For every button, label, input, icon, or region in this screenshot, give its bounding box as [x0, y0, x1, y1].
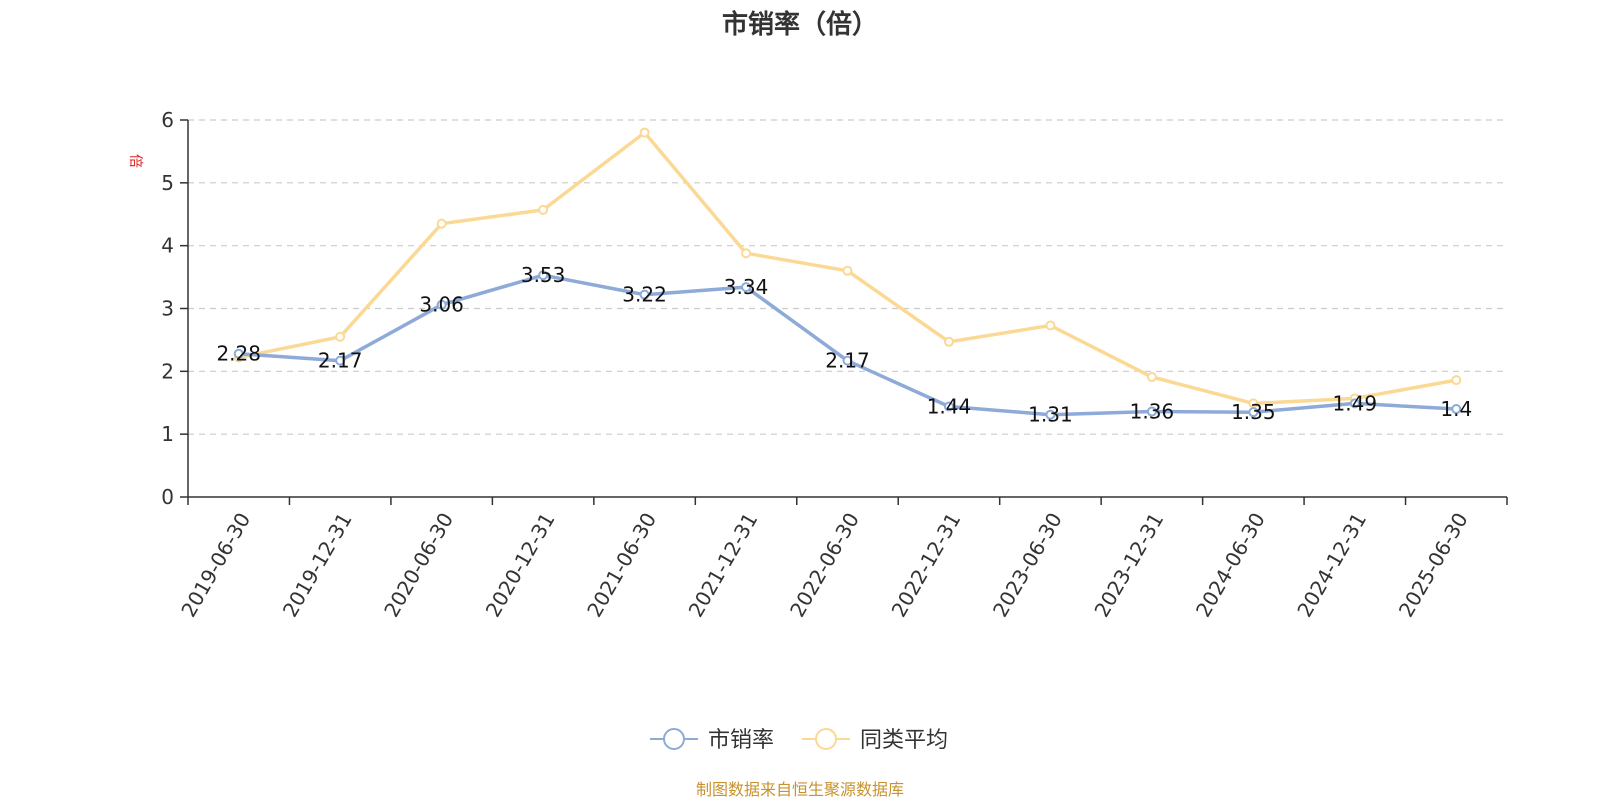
series-points — [233, 127, 1462, 420]
x-tick-label: 2022-06-30 — [785, 509, 864, 622]
legend-item[interactable]: 同类平均 — [802, 728, 948, 753]
legend-label: 同类平均 — [860, 728, 948, 753]
data-point — [1451, 404, 1462, 415]
data-label: 1.44 — [927, 395, 972, 419]
data-point — [335, 331, 346, 342]
data-point — [1349, 398, 1360, 409]
data-point — [1146, 406, 1157, 417]
data-point — [1146, 371, 1157, 382]
x-tick-label: 2023-06-30 — [988, 509, 1067, 622]
x-tick-label: 2020-06-30 — [379, 508, 458, 621]
y-tick-label: 5 — [161, 171, 174, 195]
x-tick-label: 2021-12-31 — [684, 509, 763, 622]
data-point — [639, 289, 650, 300]
data-label: 1.31 — [1028, 403, 1073, 427]
axes — [187, 120, 1507, 498]
y-tick-label: 2 — [161, 359, 174, 383]
data-label: 1.49 — [1333, 391, 1378, 415]
data-point — [842, 265, 853, 276]
x-tick-label: 2019-12-31 — [278, 509, 357, 622]
x-tick-label: 2019-06-30 — [176, 509, 255, 622]
data-point — [1045, 320, 1056, 331]
data-point — [538, 270, 549, 281]
y-tick-label: 3 — [161, 297, 174, 321]
legend-label: 市销率 — [708, 728, 774, 753]
data-label: 1.36 — [1130, 400, 1175, 424]
x-tick-label: 2021-06-30 — [582, 509, 661, 622]
data-point — [741, 248, 752, 259]
data-label: 3.53 — [521, 263, 566, 287]
data-point — [943, 401, 954, 412]
x-tick-label: 2022-12-31 — [887, 509, 966, 622]
y-tick-label: 4 — [161, 234, 174, 258]
y-tick-label: 1 — [161, 422, 174, 446]
data-label: 2.17 — [825, 349, 870, 373]
data-label: 2.17 — [318, 349, 363, 373]
y-axis-unit-label: 倍 — [127, 154, 143, 168]
data-point — [233, 348, 244, 359]
gridlines — [188, 119, 1507, 435]
legend-item[interactable]: 市销率 — [650, 728, 774, 753]
x-tick-label: 2024-06-30 — [1191, 509, 1270, 622]
x-tick-label: 2020-12-31 — [481, 509, 560, 622]
data-point — [842, 355, 853, 366]
data-label: 1.35 — [1231, 400, 1276, 424]
data-point — [1045, 409, 1056, 420]
chart-title: 市销率（倍） — [722, 9, 878, 40]
data-point — [538, 204, 549, 215]
data-label: 3.22 — [622, 283, 667, 307]
x-axis-ticks: 2019-06-30 2019-12-31 2020-06-30 2020-12-31… — [176, 497, 1508, 622]
legend-circle-icon — [815, 728, 837, 750]
x-tick-label: 2024-12-31 — [1292, 509, 1371, 622]
y-axis-ticks: 0 1 2 3 4 5 6 — [161, 108, 188, 509]
source-note: 制图数据来自恒生聚源数据库 — [696, 780, 904, 799]
legend-circle-icon — [663, 728, 685, 750]
data-label: 1.4 — [1440, 397, 1472, 421]
data-point — [436, 299, 447, 310]
legend[interactable]: 市销率 同类平均 — [650, 728, 948, 753]
data-labels: 2.28 2.17 3.06 3.53 3.22 3.34 2.17 1.44 1.31 1.36… — [216, 263, 1472, 426]
data-label: 2.28 — [216, 342, 261, 366]
data-point — [943, 336, 954, 347]
data-label: 3.34 — [724, 275, 769, 299]
y-tick-label: 0 — [161, 485, 174, 509]
y-tick-label: 6 — [161, 108, 174, 132]
data-point — [1248, 407, 1259, 418]
data-point — [1451, 375, 1462, 386]
x-tick-label: 2023-12-31 — [1089, 509, 1168, 622]
data-label: 3.06 — [419, 293, 464, 317]
data-point — [335, 355, 346, 366]
data-point — [741, 282, 752, 293]
data-point — [639, 127, 650, 138]
data-point — [436, 218, 447, 229]
x-tick-label: 2025-06-30 — [1394, 509, 1473, 622]
